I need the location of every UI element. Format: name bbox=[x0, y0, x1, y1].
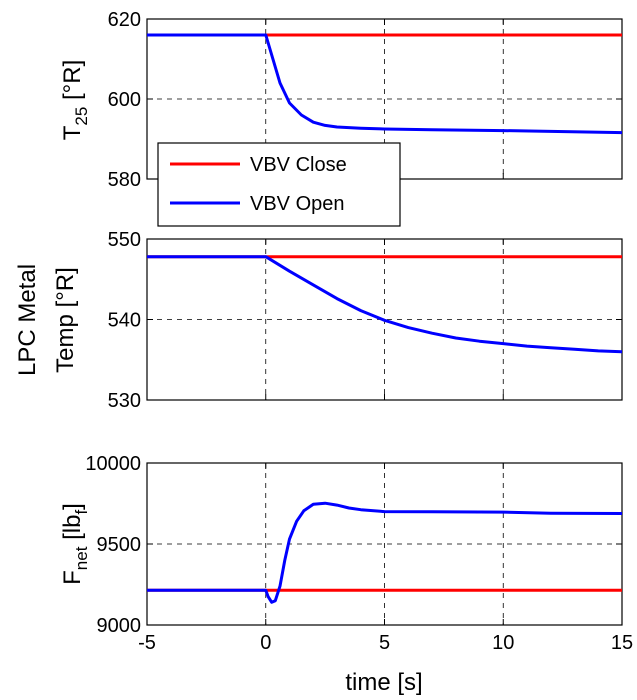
lpc-metal-temp-panel: 530 540 550 LPC Metal Temp [°R] bbox=[14, 229, 623, 412]
legend-label-vbv-open: VBV Open bbox=[250, 193, 345, 215]
t25-panel: 580 600 620 T25 [°R] VBV Close VBV Open bbox=[59, 9, 623, 227]
fnet-gridlines bbox=[147, 463, 622, 625]
x-tick-label: 10 bbox=[492, 632, 514, 654]
lpc-y-tick-label: 530 bbox=[108, 390, 141, 412]
fnet-series bbox=[147, 501, 623, 604]
x-tick-label: 0 bbox=[260, 632, 271, 654]
lpc-x-ticks bbox=[146, 239, 623, 400]
t25-y-tick-label: 620 bbox=[108, 9, 141, 31]
lpc-y-tick-label: 540 bbox=[108, 310, 141, 332]
lpc-series-vbv-open bbox=[147, 255, 623, 354]
fnet-y-tick-label: 9000 bbox=[97, 615, 142, 637]
fnet-x-ticks: -5 0 5 10 15 bbox=[138, 463, 633, 654]
x-tick-label: 5 bbox=[379, 632, 390, 654]
x-axis-label: time [s] bbox=[345, 669, 422, 696]
lpc-y-axis-label-line2: Temp [°R] bbox=[52, 267, 79, 373]
t25-y-tick-label: 600 bbox=[108, 89, 141, 111]
t25-series bbox=[147, 33, 623, 135]
fnet-y-axis-label: Fnet [lbf] bbox=[59, 503, 91, 585]
t25-y-axis-label: T25 [°R] bbox=[59, 60, 91, 141]
fnet-y-ticks: 9000 9500 10000 bbox=[85, 453, 622, 637]
legend: VBV Close VBV Open bbox=[157, 142, 401, 227]
t25-y-tick-label: 580 bbox=[108, 169, 141, 191]
x-tick-label: -5 bbox=[138, 632, 156, 654]
fnet-series-vbv-open bbox=[147, 501, 623, 604]
lpc-y-axis-label-line1: LPC Metal bbox=[14, 264, 41, 376]
legend-label-vbv-close: VBV Close bbox=[250, 154, 347, 176]
lpc-y-ticks: 530 540 550 bbox=[108, 229, 622, 412]
t25-series-vbv-open bbox=[147, 33, 623, 135]
lpc-y-tick-label: 550 bbox=[108, 229, 141, 251]
legend-box bbox=[157, 142, 401, 227]
t25-y-ticks: 580 600 620 bbox=[108, 9, 622, 191]
x-tick-label: 15 bbox=[611, 632, 633, 654]
fnet-y-tick-label: 9500 bbox=[97, 534, 142, 556]
fnet-panel: 9000 9500 10000 -5 0 5 10 15 Fnet [lbf] time [… bbox=[59, 453, 633, 696]
lpc-series bbox=[147, 255, 623, 354]
fnet-y-tick-label: 10000 bbox=[85, 453, 141, 475]
